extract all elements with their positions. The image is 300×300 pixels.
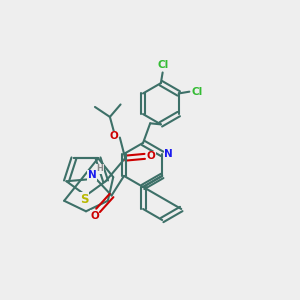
Text: H: H bbox=[96, 164, 103, 173]
Text: O: O bbox=[109, 131, 118, 141]
Text: Cl: Cl bbox=[192, 87, 203, 97]
Text: N: N bbox=[164, 149, 173, 159]
Text: Cl: Cl bbox=[157, 60, 168, 70]
Text: O: O bbox=[90, 211, 99, 221]
Text: S: S bbox=[80, 193, 88, 206]
Text: N: N bbox=[88, 170, 96, 180]
Text: O: O bbox=[147, 152, 155, 161]
